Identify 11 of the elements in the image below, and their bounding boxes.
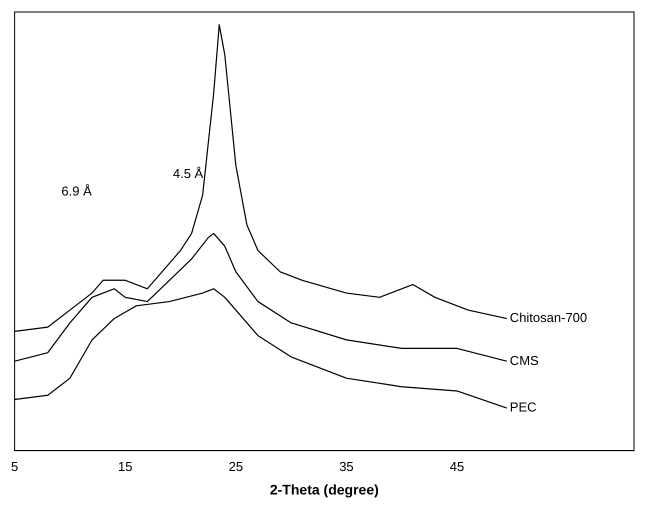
series-label: PEC bbox=[510, 400, 537, 415]
annotation: 4.5 Å bbox=[172, 166, 204, 181]
x-tick-label: 15 bbox=[118, 458, 132, 474]
x-tick-label: 5 bbox=[11, 458, 18, 474]
x-tick-label: 25 bbox=[228, 458, 244, 474]
x-axis-title: 2-Theta (degree) bbox=[270, 481, 379, 498]
series-label: Chitosan-700 bbox=[510, 310, 588, 326]
annotation: 6.9 Å bbox=[61, 183, 92, 198]
series-label: CMS bbox=[510, 352, 540, 368]
x-tick-label: 35 bbox=[339, 458, 354, 474]
x-tick-label: 45 bbox=[450, 458, 464, 474]
